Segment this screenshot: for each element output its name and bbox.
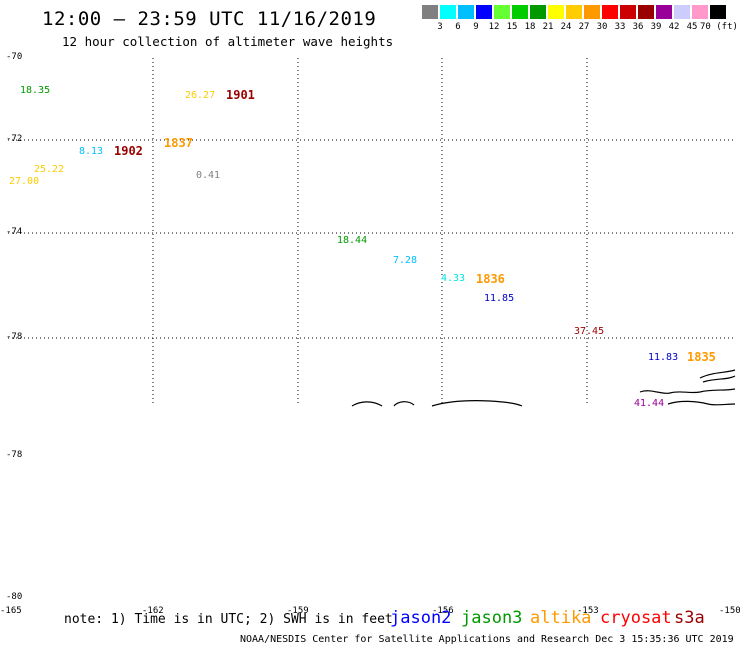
legend-swatch [440, 5, 456, 19]
wave-height-label: 27.00 [9, 176, 40, 187]
time-label: 1901 [226, 88, 255, 102]
legend-tick-label: 3 [437, 22, 443, 32]
units-note: note: 1) Time is in UTC; 2) SWH is in fe… [64, 612, 393, 627]
legend-swatch [656, 5, 672, 19]
legend-swatch [638, 5, 654, 19]
legend-tick-label: 9 [473, 22, 479, 32]
legend-swatch [584, 5, 600, 19]
wave-height-label: 8.13 [79, 146, 104, 157]
legend-tick-label: 18 [524, 22, 536, 32]
lon-label: -162 [142, 606, 164, 616]
legend-swatch [566, 5, 582, 19]
legend-swatch [458, 5, 474, 19]
map-title: 12:00 — 23:59 UTC 11/16/2019 [42, 8, 377, 30]
map-subtitle: 12 hour collection of altimeter wave hei… [62, 34, 394, 49]
legend-tick-label: 15 [506, 22, 518, 32]
wave-height-label: 4.33 [441, 273, 466, 284]
legend-swatch [692, 5, 708, 19]
lat-label: -72 [6, 134, 23, 144]
satellite-cryosat-label: cryosat [600, 608, 672, 628]
wave-height-label: 18.35 [20, 85, 51, 96]
lon-label: -150 [719, 606, 740, 616]
credit-footer: NOAA/NESDIS Center for Satellite Applica… [240, 634, 734, 645]
lon-label: -156 [432, 606, 454, 616]
legend-tick-label: 30 [596, 22, 608, 32]
wave-height-label: 25.22 [34, 164, 65, 175]
wave-height-label: 37.45 [574, 326, 605, 337]
grid-lines [8, 58, 735, 405]
satellite-altika-label: altika [530, 608, 592, 628]
legend-swatch [512, 5, 528, 19]
lon-label: -165 [0, 606, 22, 616]
lat-label: -78 [6, 332, 23, 342]
legend-tick-label: 12 [488, 22, 500, 32]
satellite-s3a-label: s3a [674, 608, 705, 628]
coastline-antarctica [351, 369, 736, 407]
wave-height-label: 11.83 [648, 352, 679, 363]
wave-height-label: 0.41 [196, 170, 221, 181]
lat-label: -78 [6, 450, 23, 460]
legend-tick-label: 27 [578, 22, 590, 32]
legend-tick-label: 6 [455, 22, 461, 32]
legend-swatch [422, 5, 438, 19]
legend-swatch [548, 5, 564, 19]
lon-label: -153 [577, 606, 599, 616]
satellite-jason2-label: jason2 [390, 608, 452, 628]
wave-height-label: 41.44 [634, 398, 665, 409]
legend-swatch [476, 5, 492, 19]
time-label: 1902 [114, 144, 143, 158]
lat-label: -80 [6, 592, 23, 602]
legend-tick-label: 36 [632, 22, 644, 32]
wave-height-label: 7.28 [393, 255, 418, 266]
lat-label: -74 [6, 227, 23, 237]
time-label: 1836 [476, 272, 505, 286]
legend-swatch [710, 5, 726, 19]
lat-label: -70 [6, 52, 23, 62]
wave-height-label: 18.44 [337, 235, 368, 246]
legend-swatch [494, 5, 510, 19]
legend-swatch [674, 5, 690, 19]
legend-tick-label: 39 [650, 22, 662, 32]
legend-swatch [620, 5, 636, 19]
time-label: 1837 [164, 136, 193, 150]
satellite-jason3-label: jason3 [461, 608, 523, 628]
wave-height-label: 11.85 [484, 293, 515, 304]
time-label: 1835 [687, 350, 716, 364]
legend-tick-label: 21 [542, 22, 554, 32]
legend-tick-label: 24 [560, 22, 572, 32]
legend-tick-label: 70 (ft) [700, 22, 738, 32]
legend-swatch [530, 5, 546, 19]
wave-height-label: 26.27 [185, 90, 216, 101]
legend-swatch [602, 5, 618, 19]
legend-tick-label: 42 [668, 22, 680, 32]
lon-label: -159 [287, 606, 309, 616]
legend-tick-label: 33 [614, 22, 626, 32]
legend-tick-label: 45 [686, 22, 698, 32]
